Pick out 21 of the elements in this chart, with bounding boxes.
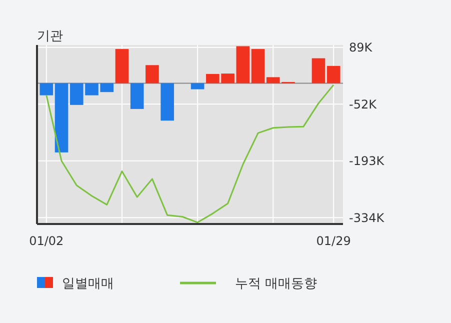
bar [146, 65, 159, 84]
bar [236, 46, 250, 84]
bar [54, 83, 68, 152]
bar [326, 66, 340, 84]
x-tick-label: 01/29 [316, 234, 351, 248]
bar [312, 58, 326, 84]
bar [190, 83, 204, 90]
y-tick-label: -193K [349, 154, 386, 168]
bar [251, 49, 265, 84]
y-tick-label: -334K [349, 210, 386, 225]
line-series [46, 84, 334, 224]
chart-title: 기관 [37, 29, 63, 44]
legend-label: 일별매매 [62, 276, 114, 292]
legend-label: 누적 매매동향 [235, 276, 318, 292]
bar [160, 83, 174, 121]
bar [115, 49, 129, 84]
bar [40, 83, 54, 96]
y-tick-label: -52K [349, 97, 378, 112]
bar [130, 83, 144, 109]
y-tick-label: 89K [349, 40, 374, 55]
x-tick-label: 01/02 [29, 234, 64, 248]
